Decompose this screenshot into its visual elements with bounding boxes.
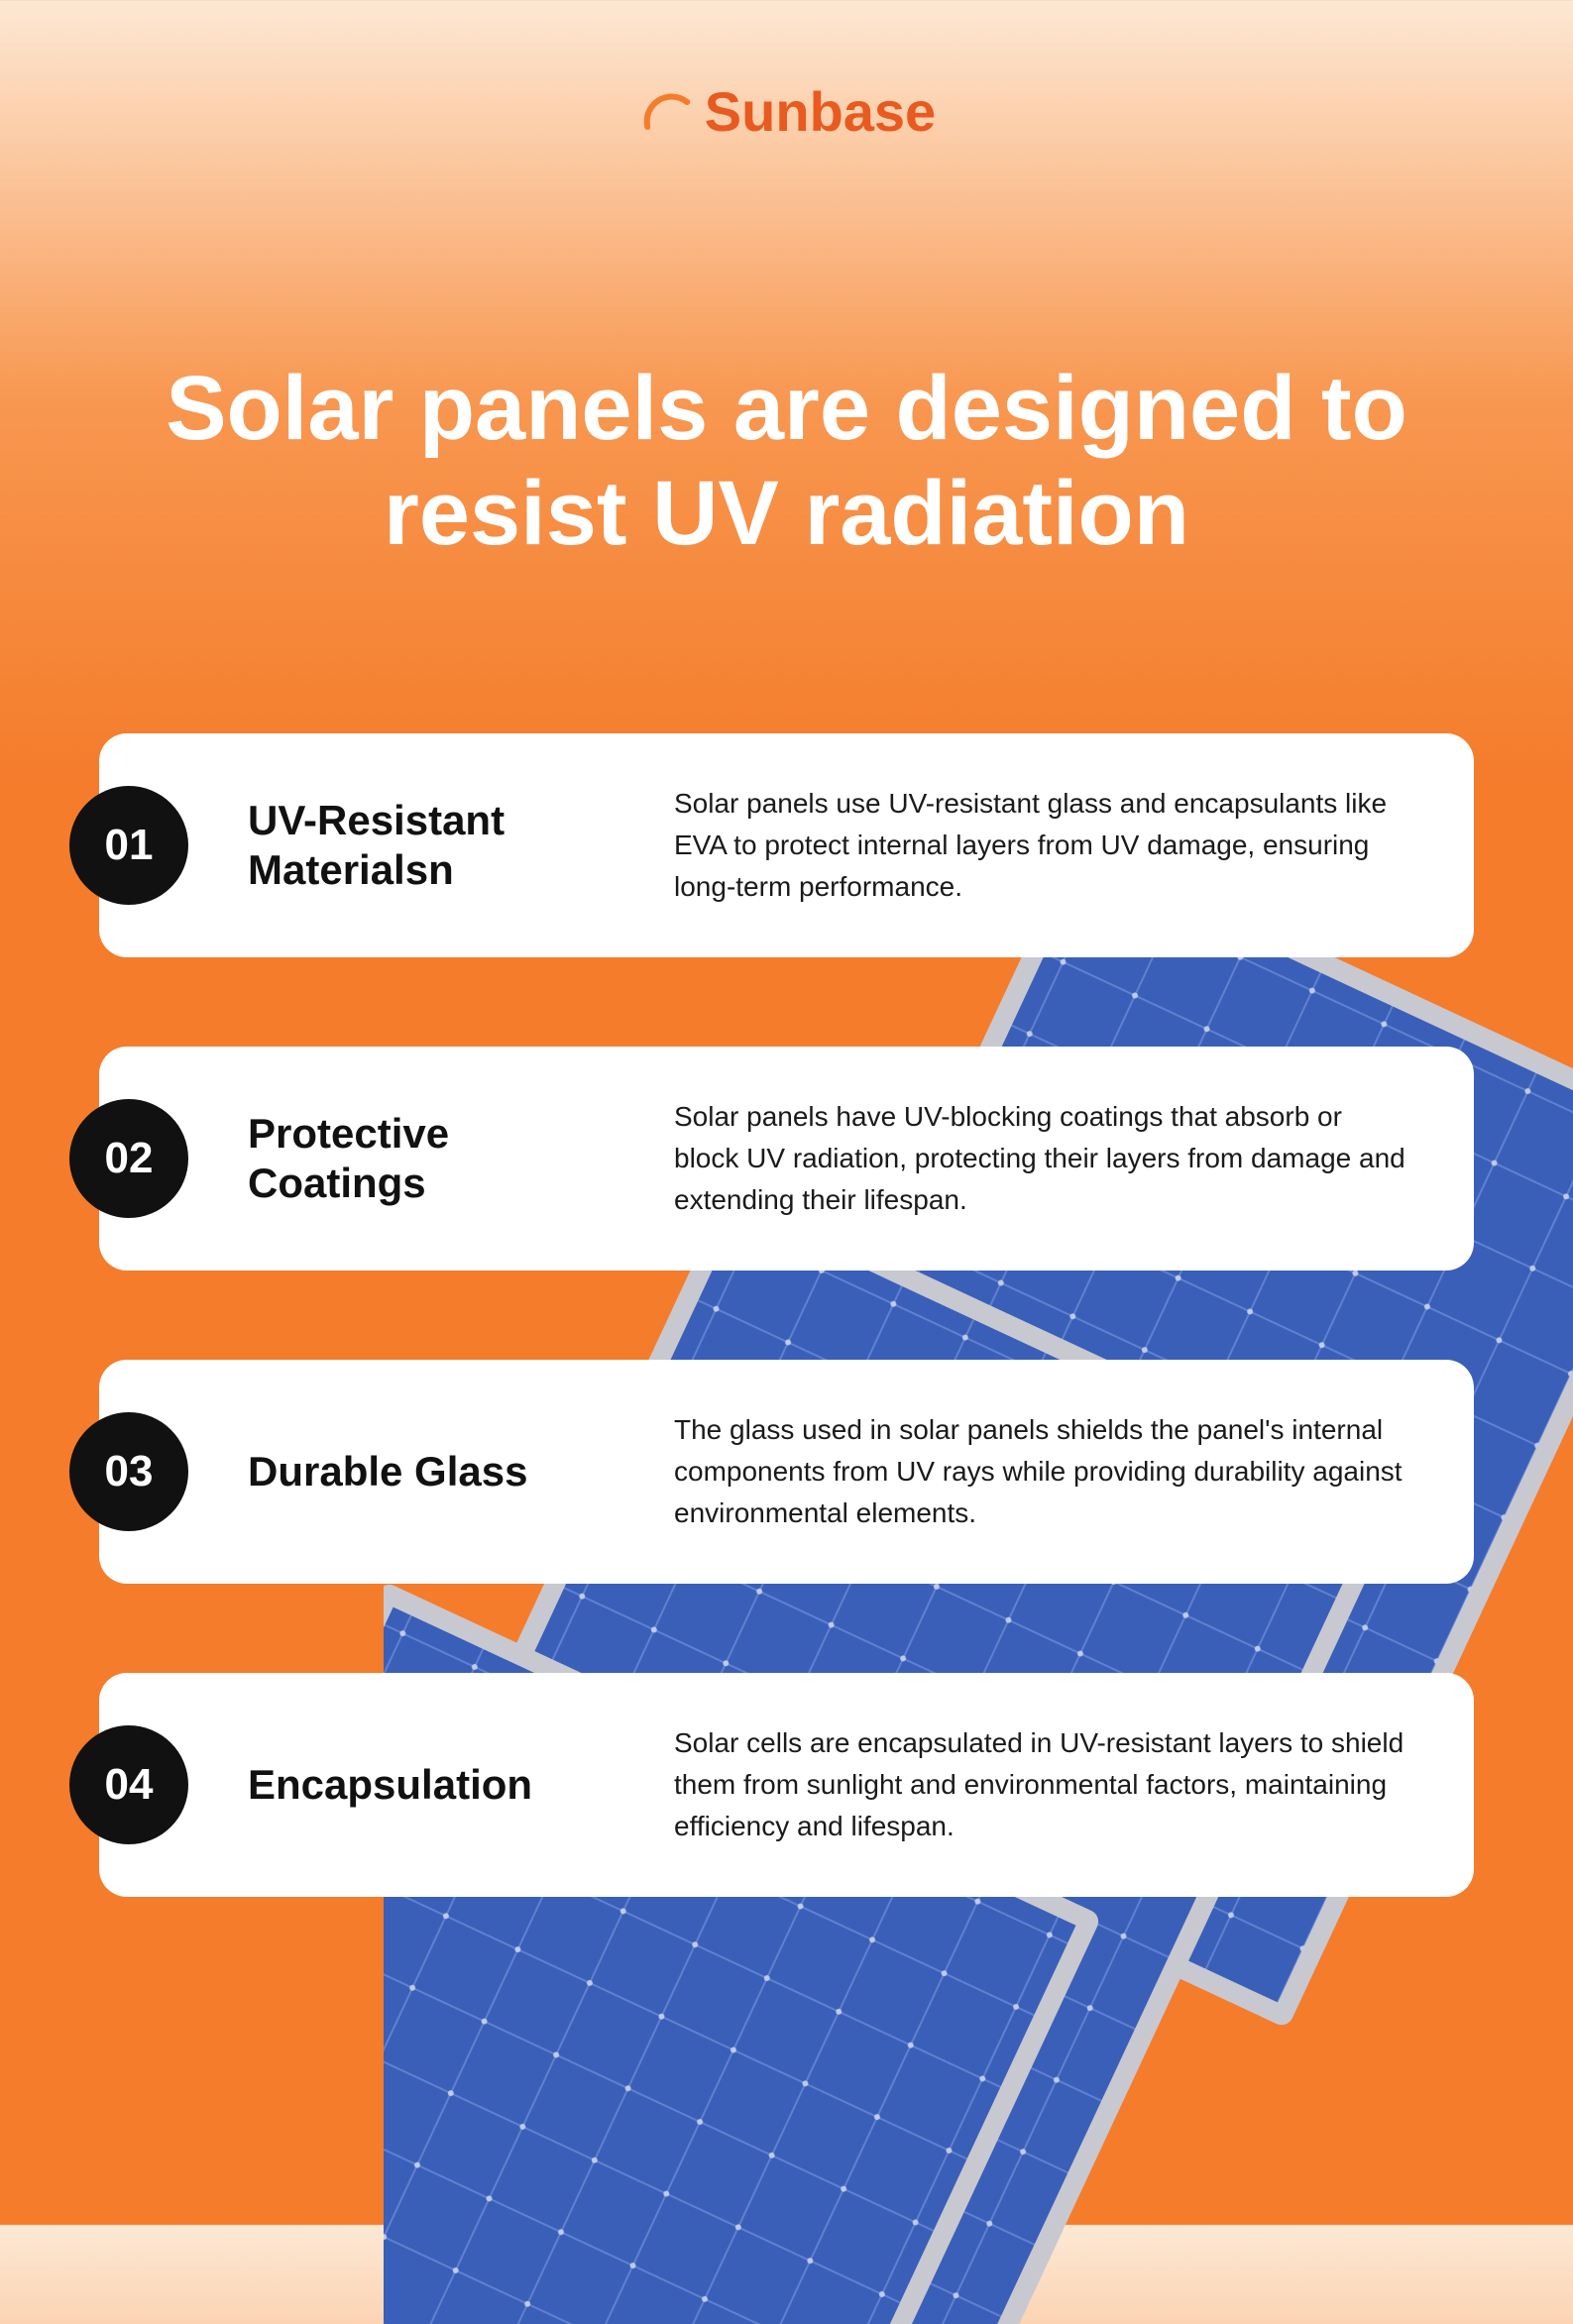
brand-logo: Sunbase [637,79,936,144]
card-number-text: 04 [105,1760,154,1810]
card-number-text: 01 [105,821,154,870]
feature-card: 02 Protective Coatings Solar panels have… [99,1047,1474,1271]
card-content: Durable Glass The glass used in solar pa… [248,1409,1414,1534]
card-heading: Protective Coatings [248,1109,624,1209]
page-title: Solar panels are designed to resist UV r… [78,357,1494,567]
card-description: The glass used in solar panels shields t… [674,1409,1414,1534]
card-description: Solar panels have UV-blocking coatings t… [674,1096,1414,1221]
card-number-text: 02 [105,1134,154,1183]
card-content: UV-Resistant Materialsn Solar panels use… [248,783,1414,908]
card-content: Encapsulation Solar cells are encapsulat… [248,1722,1414,1847]
feature-card: 03 Durable Glass The glass used in solar… [99,1360,1474,1584]
card-content: Protective Coatings Solar panels have UV… [248,1096,1414,1221]
card-description: Solar cells are encapsulated in UV-resis… [674,1722,1414,1847]
card-number-badge: 04 [69,1725,188,1844]
feature-card: 04 Encapsulation Solar cells are encapsu… [99,1673,1474,1897]
card-number-text: 03 [105,1447,154,1496]
card-heading: Encapsulation [248,1760,624,1810]
card-number-badge: 02 [69,1099,188,1218]
card-description: Solar panels use UV-resistant glass and … [674,783,1414,908]
feature-card: 01 UV-Resistant Materialsn Solar panels … [99,733,1474,957]
card-number-badge: 03 [69,1412,188,1531]
card-heading: Durable Glass [248,1447,624,1496]
card-number-badge: 01 [69,786,188,905]
brand-name: Sunbase [705,79,936,144]
cards-list: 01 UV-Resistant Materialsn Solar panels … [99,733,1474,1897]
card-heading: UV-Resistant Materialsn [248,796,624,896]
logo-arc-icon [637,82,697,142]
